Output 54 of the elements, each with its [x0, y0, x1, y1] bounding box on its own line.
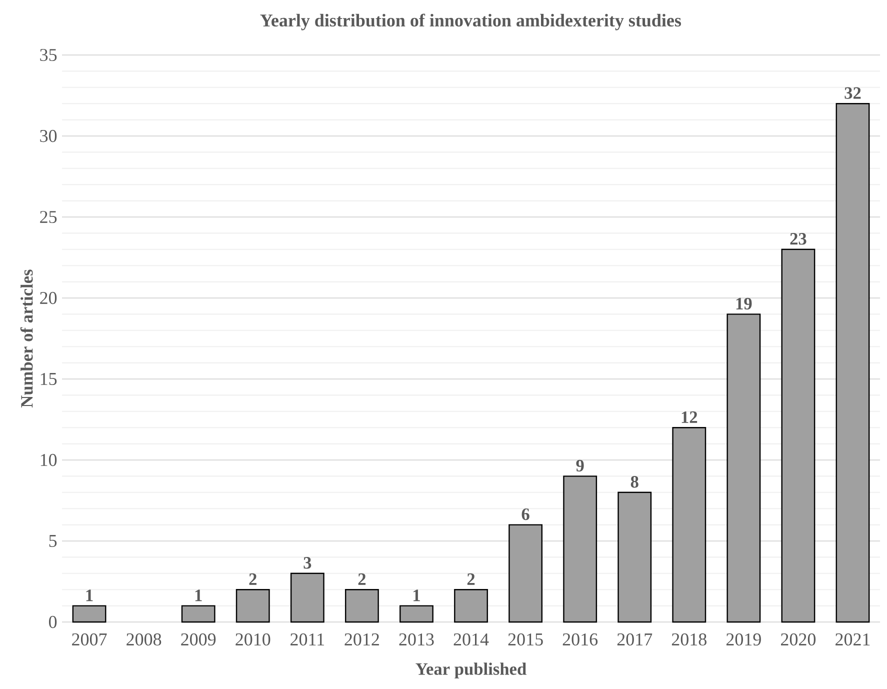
data-label: 32	[844, 87, 861, 99]
data-label: 12	[682, 411, 698, 423]
chart-title: Yearly distribution of innovation ambidexterity studies	[260, 14, 681, 30]
bar	[344, 589, 379, 623]
x-tick-label: 2020	[781, 633, 816, 646]
y-tick-label: 30	[40, 130, 57, 142]
bar	[563, 476, 598, 623]
bar	[508, 524, 543, 623]
y-tick-label: 25	[40, 210, 57, 224]
x-tick-label: 2009	[181, 633, 216, 646]
data-label: 19	[736, 298, 752, 310]
x-tick-label: 2012	[344, 633, 379, 646]
x-tick-label: 2008	[126, 633, 162, 646]
bar	[672, 427, 706, 623]
x-tick-label: 2021	[836, 633, 870, 646]
data-label: 1	[414, 590, 420, 602]
bar	[290, 572, 324, 623]
bar	[836, 102, 870, 623]
bar	[181, 605, 216, 623]
x-tick-label: 2019	[726, 633, 761, 646]
y-tick-label: 0	[48, 616, 57, 628]
y-tick-label: 10	[40, 454, 57, 466]
data-label: 1	[86, 590, 93, 602]
y-tick-label: 15	[40, 372, 57, 386]
x-tick-label: 2016	[562, 633, 598, 646]
x-axis-title: Year published	[416, 662, 526, 678]
data-label: 8	[630, 476, 638, 488]
data-label: 6	[522, 508, 530, 520]
data-label: 3	[304, 557, 312, 569]
data-label: 23	[790, 233, 806, 245]
data-label: 1	[195, 590, 202, 602]
bar	[454, 589, 488, 623]
data-label: 2	[467, 573, 475, 585]
x-tick-label: 2017	[617, 633, 652, 646]
x-tick-label: 2013	[399, 633, 434, 646]
bar	[236, 589, 270, 623]
y-tick-label: 20	[40, 292, 57, 304]
data-label: 2	[358, 573, 366, 585]
y-tick-label: 35	[40, 48, 57, 62]
x-tick-label: 2007	[72, 633, 107, 646]
x-tick-label: 2014	[454, 633, 489, 646]
bar	[781, 248, 816, 623]
bar	[400, 605, 434, 623]
bar	[618, 492, 652, 623]
x-tick-label: 2018	[672, 633, 706, 646]
y-tick-label: 5	[49, 535, 57, 547]
data-label: 9	[576, 460, 584, 472]
y-axis-title: Number of articles	[20, 270, 33, 408]
x-tick-label: 2011	[290, 633, 324, 646]
x-tick-label: 2015	[508, 633, 543, 646]
x-tick-label: 2010	[236, 633, 270, 646]
data-label: 2	[249, 573, 256, 585]
bar	[72, 605, 106, 623]
bar	[726, 314, 761, 623]
